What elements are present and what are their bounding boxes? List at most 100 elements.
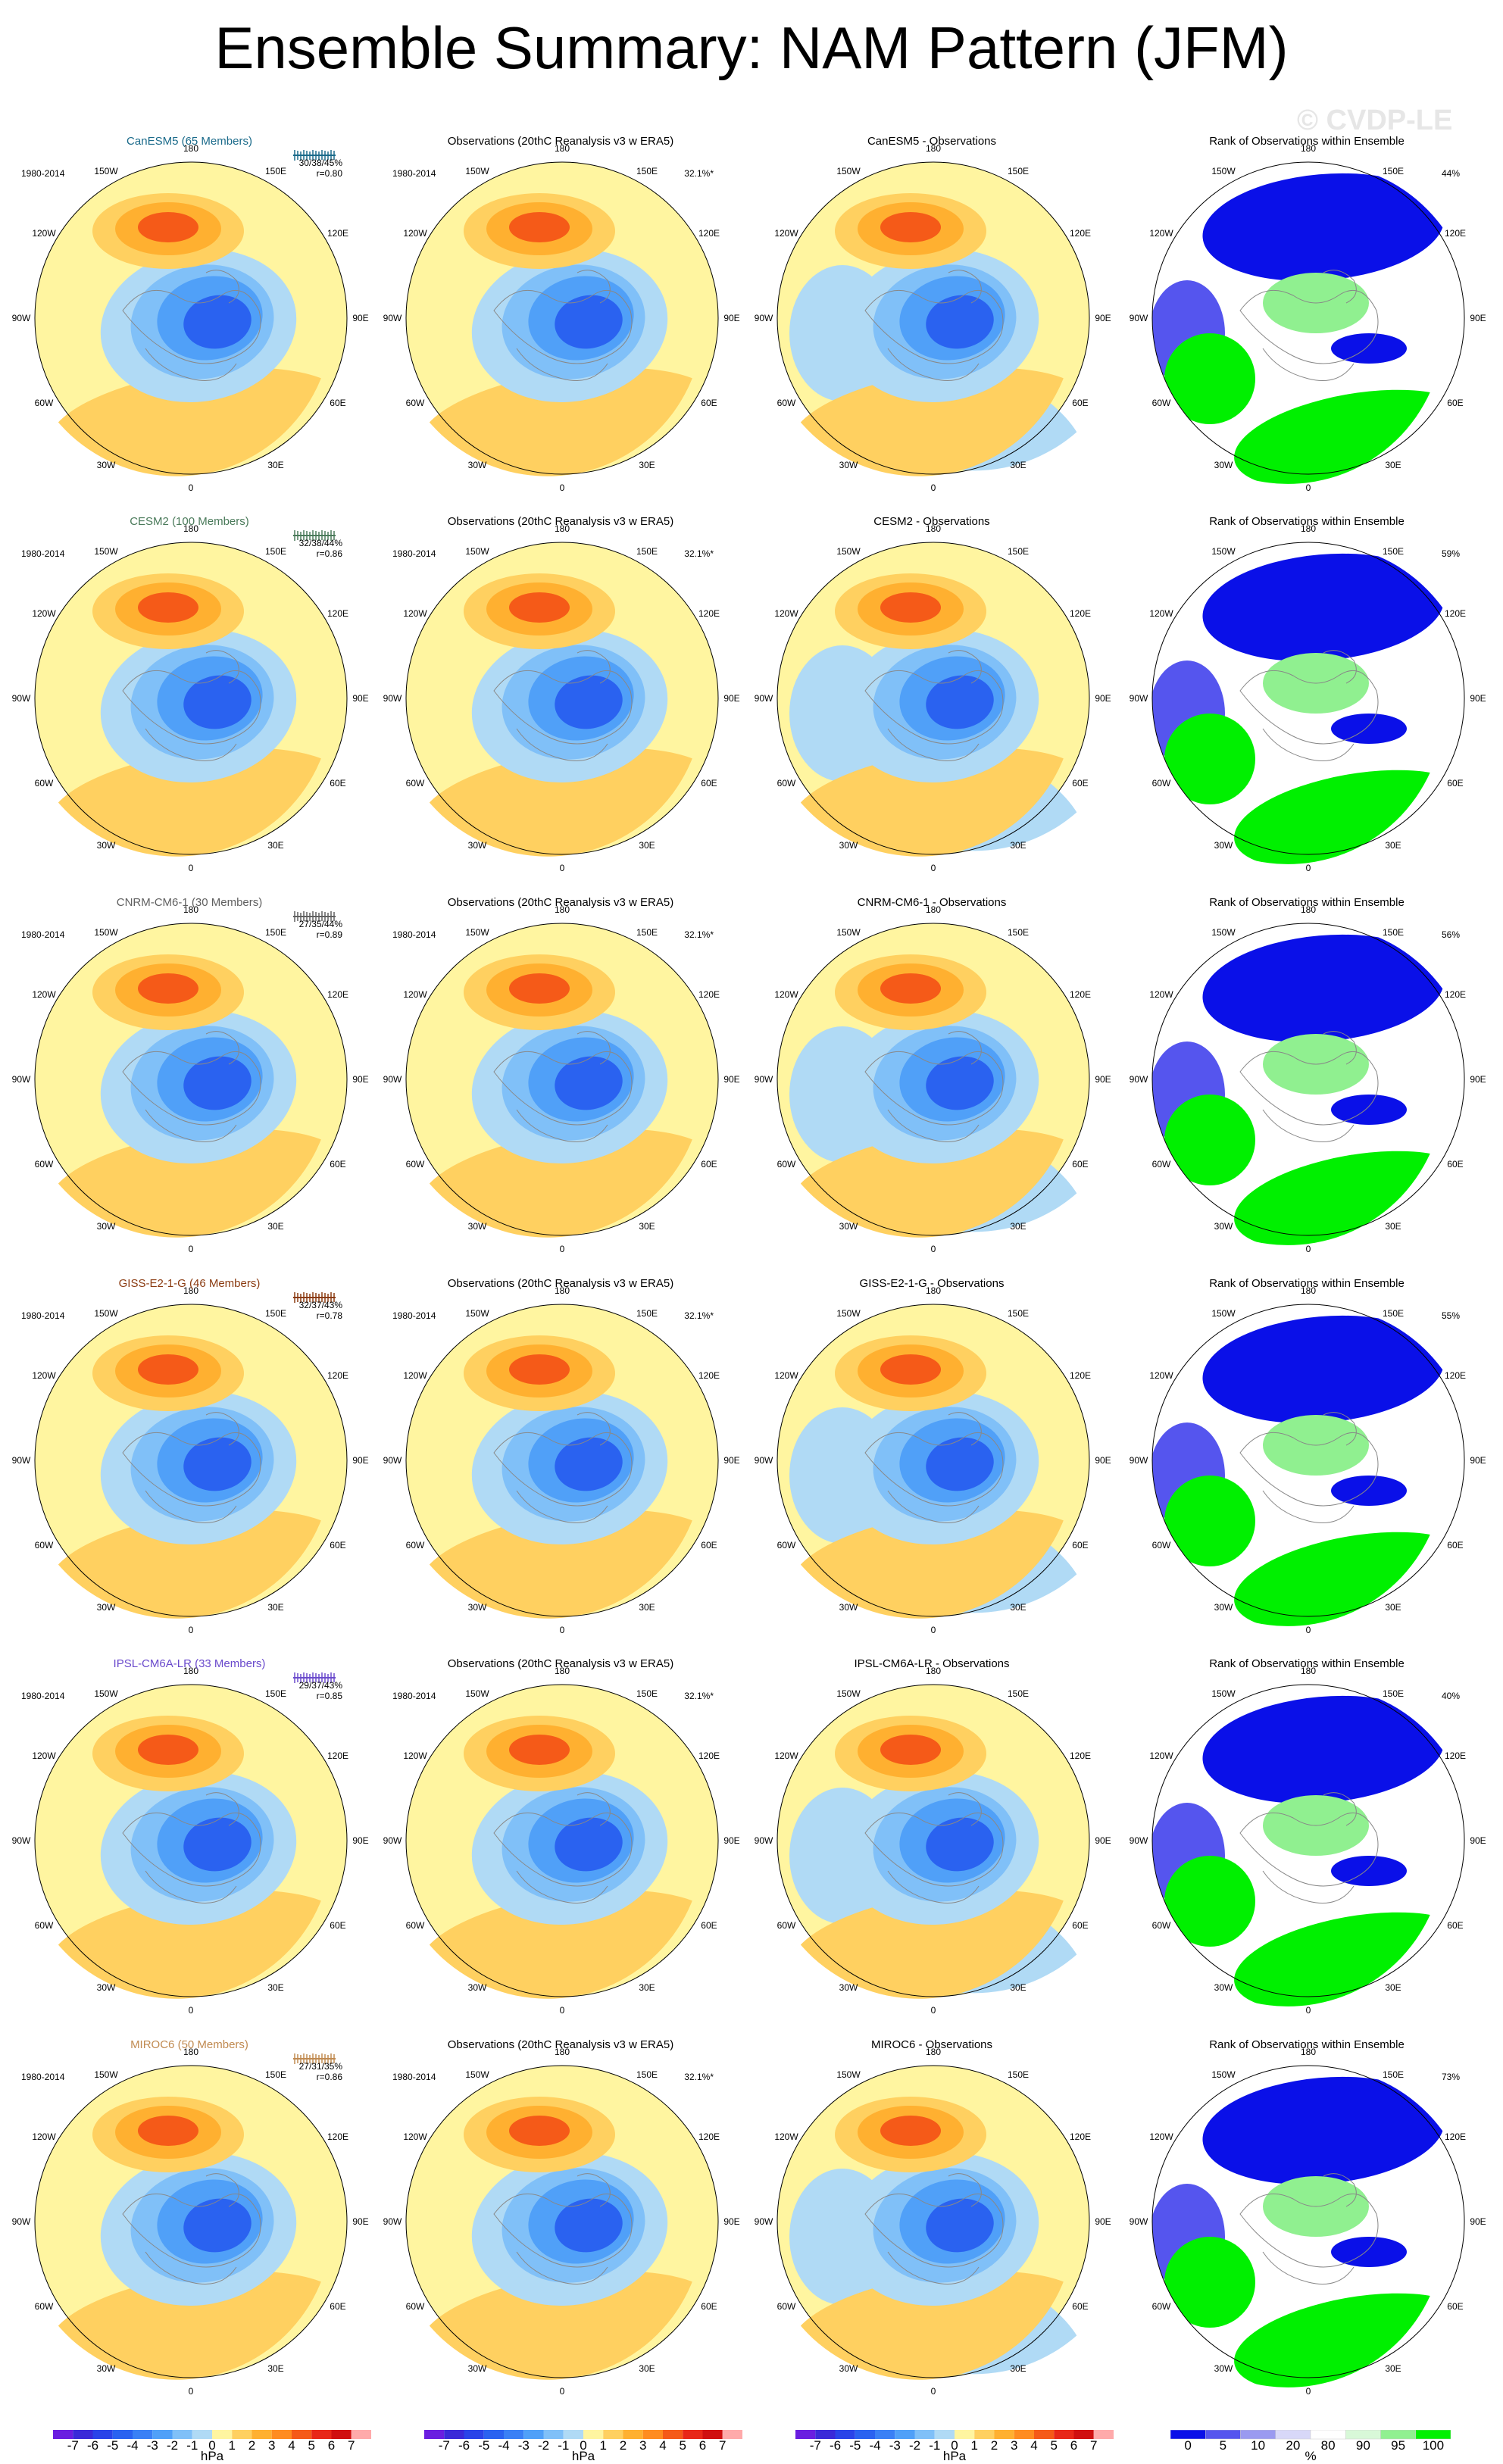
longitude-label: 150W [465,1688,489,1699]
colorbar-tick: -7 [67,2438,79,2453]
polar-map: 180 150E 120E 90E 60E 30E 0 30W 60W 90W 120W 150W [755,2047,1111,2413]
colorbar-model: -7 -6 -5 -4 -3 -2 -1 0 1 2 3 4 5 6 7 hPa [53,2430,371,2463]
longitude-label: 90E [1095,1074,1111,1085]
longitude-label: 180 [926,143,941,154]
panel-diff: 180 150E 120E 90E 60E 30E 0 30W 60W 90W 120W 150W Ca… [755,114,1111,510]
longitude-label: 90E [723,1074,739,1085]
longitude-label: 30W [97,460,116,470]
longitude-label: 120W [774,1750,798,1761]
colorbar-swatch [563,2430,583,2439]
longitude-label: 90E [723,2216,739,2227]
colorbar-tick: -7 [439,2438,450,2453]
colorbar-tick: 20 [1286,2438,1300,2453]
longitude-label: 60W [35,2301,54,2312]
longitude-label: 0 [560,2005,565,2016]
longitude-label: 60W [35,778,54,789]
longitude-label: 120E [1445,1750,1466,1761]
longitude-label: 180 [926,904,941,915]
panel-title: Rank of Observations within Ensemble [1209,515,1405,528]
longitude-label: 30E [1010,1602,1026,1613]
panel-diff: 180 150E 120E 90E 60E 30E 0 30W 60W 90W 120W 150W IP… [755,1636,1111,2032]
colorbar-tick: -4 [498,2438,509,2453]
longitude-label: 120E [1445,608,1466,619]
longitude-label: 120E [1070,1370,1091,1381]
longitude-label: 0 [189,482,194,493]
longitude-label: 30W [97,1602,116,1613]
longitude-label: 60E [330,1540,345,1551]
longitude-label: 0 [931,863,936,873]
longitude-label: 30E [1385,1982,1401,1993]
longitude-label: 120W [32,989,56,1000]
colorbar-tick: 10 [1251,2438,1265,2453]
panel-obs: 180 150E 120E 90E 60E 30E 0 30W 60W 90W 120W 150W Ob… [383,1636,740,2016]
longitude-label: 120E [698,608,720,619]
polar-map: 180 150E 120E 90E 60E 30E 0 30W 60W 90W 120W 150W [755,523,1111,890]
colorbar-swatch [722,2430,742,2439]
colorbar-tick: 7 [719,2438,726,2453]
longitude-label: 120W [1149,989,1173,1000]
longitude-label: 180 [1301,904,1316,915]
longitude-label: 90W [383,1455,402,1466]
longitude-label: 150E [636,1308,658,1319]
longitude-label: 0 [1306,1244,1311,1254]
colorbar-swatch [835,2430,855,2439]
longitude-label: 120E [1445,1370,1466,1381]
longitude-label: 150W [94,1308,118,1319]
period-label: 1980-2014 [392,929,436,940]
pattern-stat: 27/35/44% [298,919,342,929]
period-label: 1980-2014 [21,929,65,940]
longitude-label: 180 [555,143,570,154]
longitude-label: 30W [468,840,487,851]
longitude-label: 150E [1383,1308,1404,1319]
colorbar-tick: 6 [699,2438,706,2453]
colorbar-swatch [271,2430,292,2439]
longitude-label: 90E [723,1835,739,1846]
polar-map: 180 150E 120E 90E 60E 30E 0 30W 60W 90W 120W 150W [1130,1666,1486,2016]
panel-diff: 180 150E 120E 90E 60E 30E 0 30W 60W 90W 120W 150W GI… [755,1256,1111,1652]
longitude-label: 90W [1130,1455,1148,1466]
pattern-stat: 32/37/43% [298,1300,342,1310]
panel-title: CanESM5 (65 Members) [127,135,252,148]
longitude-label: 150E [265,927,286,938]
polar-map: 180 150E 120E 90E 60E 30E 0 30W 60W 90W 120W 150W [383,1666,740,2016]
longitude-label: 90E [352,2216,368,2227]
panel-title: Rank of Observations within Ensemble [1209,135,1405,148]
longitude-label: 150E [265,1308,286,1319]
panel-title: CanESM5 - Observations [867,135,997,148]
longitude-label: 180 [926,523,941,534]
longitude-label: 120E [1445,2131,1466,2142]
panel-title: MIROC6 - Observations [870,2038,993,2051]
panel-title: Rank of Observations within Ensemble [1209,1657,1405,1670]
colorbar-swatch [663,2430,683,2439]
pattern-correlation: r=0.80 [316,168,342,179]
longitude-label: 90W [12,2216,31,2227]
colorbar-swatch [464,2430,484,2439]
longitude-label: 150W [836,2069,861,2080]
longitude-label: 60W [406,2301,425,2312]
panel-title: IPSL-CM6A-LR (33 Members) [113,1657,266,1670]
longitude-label: 150W [836,166,861,176]
longitude-label: 60E [701,398,717,408]
polar-map: 180 150E 120E 90E 60E 30E 0 30W 60W 90W 120W 150W [755,1285,1111,1652]
polar-map: 180 150E 120E 90E 60E 30E 0 30W 60W 90W 120W 150W [755,1666,1111,2032]
colorbar-tick: -4 [127,2438,138,2453]
longitude-label: 120W [403,1370,427,1381]
longitude-label: 60E [1447,778,1463,789]
longitude-label: 120W [32,1750,56,1761]
longitude-label: 90W [755,2216,773,2227]
colorbar-swatch [683,2430,703,2439]
longitude-label: 90E [1095,2216,1111,2227]
panel-title: Rank of Observations within Ensemble [1209,896,1405,909]
longitude-label: 30E [639,1982,655,1993]
ensemble-spread-inset [293,2053,336,2064]
longitude-label: 180 [183,143,198,154]
longitude-label: 150E [265,166,286,176]
rank-pct: 44% [1441,168,1460,179]
longitude-label: 30W [839,840,858,851]
longitude-label: 30W [97,2363,116,2374]
panel-obs: 180 150E 120E 90E 60E 30E 0 30W 60W 90W 120W 150W Ob… [383,2017,740,2397]
ensemble-spread-inset [293,1672,336,1683]
longitude-label: 120E [698,2131,720,2142]
longitude-label: 120W [774,2131,798,2142]
